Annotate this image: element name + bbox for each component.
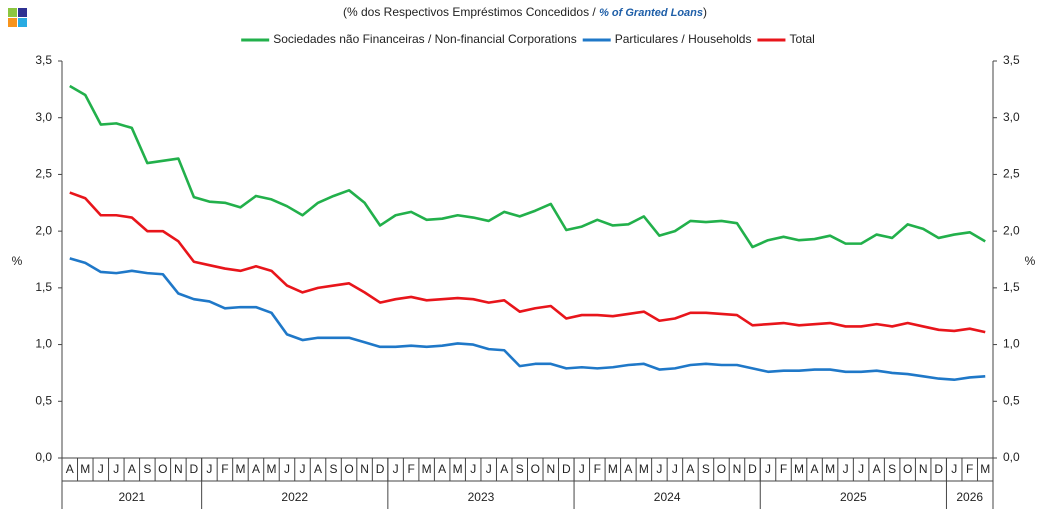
x-tick-label: A	[624, 462, 632, 476]
x-tick-label: F	[407, 462, 414, 476]
x-tick-label: M	[80, 462, 90, 476]
y-tick-label: 2,5	[35, 167, 52, 181]
x-tick-label: S	[702, 462, 710, 476]
y-tick-label: 0,0	[35, 450, 52, 464]
title-part: )	[703, 5, 707, 19]
x-tick-label: M	[266, 462, 276, 476]
x-tick-label: M	[453, 462, 463, 476]
series-line	[69, 257, 986, 382]
x-tick-label: A	[66, 462, 74, 476]
y-tick-label: 2,0	[35, 223, 52, 237]
year-label: 2024	[654, 490, 681, 504]
x-tick-label: J	[765, 462, 771, 476]
x-tick-label: O	[531, 462, 540, 476]
y2-tick-label: 3,5	[1003, 53, 1020, 67]
logo	[8, 8, 27, 27]
x-tick-label: S	[516, 462, 524, 476]
y-axis-label: %	[12, 254, 23, 268]
title-part: (% dos Respectivos Empréstimos Concedido…	[343, 5, 599, 19]
y2-tick-label: 1,0	[1003, 337, 1020, 351]
y2-axis-label: %	[1025, 254, 1036, 268]
x-tick-label: M	[422, 462, 432, 476]
x-tick-label: D	[190, 462, 199, 476]
x-tick-label: J	[486, 462, 492, 476]
y2-tick-label: 0,0	[1003, 450, 1020, 464]
year-label: 2022	[281, 490, 308, 504]
x-tick-label: D	[562, 462, 571, 476]
x-tick-label: J	[579, 462, 585, 476]
x-tick-label: N	[919, 462, 928, 476]
x-tick-label: J	[858, 462, 864, 476]
x-tick-label: O	[158, 462, 167, 476]
x-tick-label: J	[98, 462, 104, 476]
year-label: 2025	[840, 490, 867, 504]
series-line	[69, 191, 986, 334]
x-tick-label: J	[672, 462, 678, 476]
x-tick-label: J	[206, 462, 212, 476]
x-tick-label: N	[546, 462, 555, 476]
x-tick-label: A	[128, 462, 136, 476]
x-tick-label: A	[686, 462, 694, 476]
series-line	[69, 84, 986, 249]
legend: Sociedades não Financeiras / Non-financi…	[241, 32, 815, 46]
y2-tick-label: 2,5	[1003, 167, 1020, 181]
x-tick-label: J	[300, 462, 306, 476]
x-tick-label: N	[360, 462, 369, 476]
year-label: 2021	[118, 490, 145, 504]
year-label: 2023	[468, 490, 495, 504]
legend-label: Total	[789, 32, 814, 46]
x-tick-label: J	[470, 462, 476, 476]
x-tick-label: A	[873, 462, 881, 476]
chart-title: (% dos Respectivos Empréstimos Concedido…	[343, 5, 707, 19]
x-tick-label: M	[608, 462, 618, 476]
y-tick-label: 0,5	[35, 393, 52, 407]
x-tick-label: A	[438, 462, 446, 476]
x-tick-label: J	[284, 462, 290, 476]
x-tick-label: J	[951, 462, 957, 476]
x-tick-label: A	[811, 462, 819, 476]
y2-tick-label: 1,5	[1003, 280, 1020, 294]
year-label: 2026	[956, 490, 983, 504]
x-tick-label: N	[733, 462, 742, 476]
x-tick-label: D	[748, 462, 757, 476]
y2-tick-label: 3,0	[1003, 110, 1020, 124]
x-tick-label: O	[903, 462, 912, 476]
y-tick-label: 3,5	[35, 53, 52, 67]
y2-tick-label: 0,5	[1003, 393, 1020, 407]
x-tick-label: S	[143, 462, 151, 476]
x-tick-label: S	[330, 462, 338, 476]
x-tick-label: N	[174, 462, 183, 476]
y2-tick-label: 2,0	[1003, 223, 1020, 237]
legend-label: Sociedades não Financeiras / Non-financi…	[273, 32, 577, 46]
x-tick-label: A	[252, 462, 260, 476]
x-tick-label: F	[966, 462, 973, 476]
x-tick-label: M	[980, 462, 990, 476]
y-tick-label: 1,5	[35, 280, 52, 294]
x-tick-label: M	[639, 462, 649, 476]
x-tick-label: A	[314, 462, 322, 476]
x-tick-label: J	[843, 462, 849, 476]
y-tick-label: 3,0	[35, 110, 52, 124]
x-tick-label: O	[717, 462, 726, 476]
x-tick-label: F	[594, 462, 601, 476]
x-tick-label: D	[934, 462, 943, 476]
x-tick-label: M	[794, 462, 804, 476]
x-tick-label: M	[235, 462, 245, 476]
x-tick-label: D	[376, 462, 385, 476]
x-tick-label: O	[344, 462, 353, 476]
x-tick-label: J	[393, 462, 399, 476]
x-tick-label: A	[500, 462, 508, 476]
legend-label: Particulares / Households	[615, 32, 752, 46]
x-tick-label: J	[113, 462, 119, 476]
y-tick-label: 1,0	[35, 337, 52, 351]
x-tick-label: F	[780, 462, 787, 476]
x-tick-label: F	[221, 462, 228, 476]
x-tick-label: S	[888, 462, 896, 476]
title-part: % of Granted Loans	[599, 7, 703, 19]
x-tick-label: M	[825, 462, 835, 476]
x-tick-label: J	[656, 462, 662, 476]
